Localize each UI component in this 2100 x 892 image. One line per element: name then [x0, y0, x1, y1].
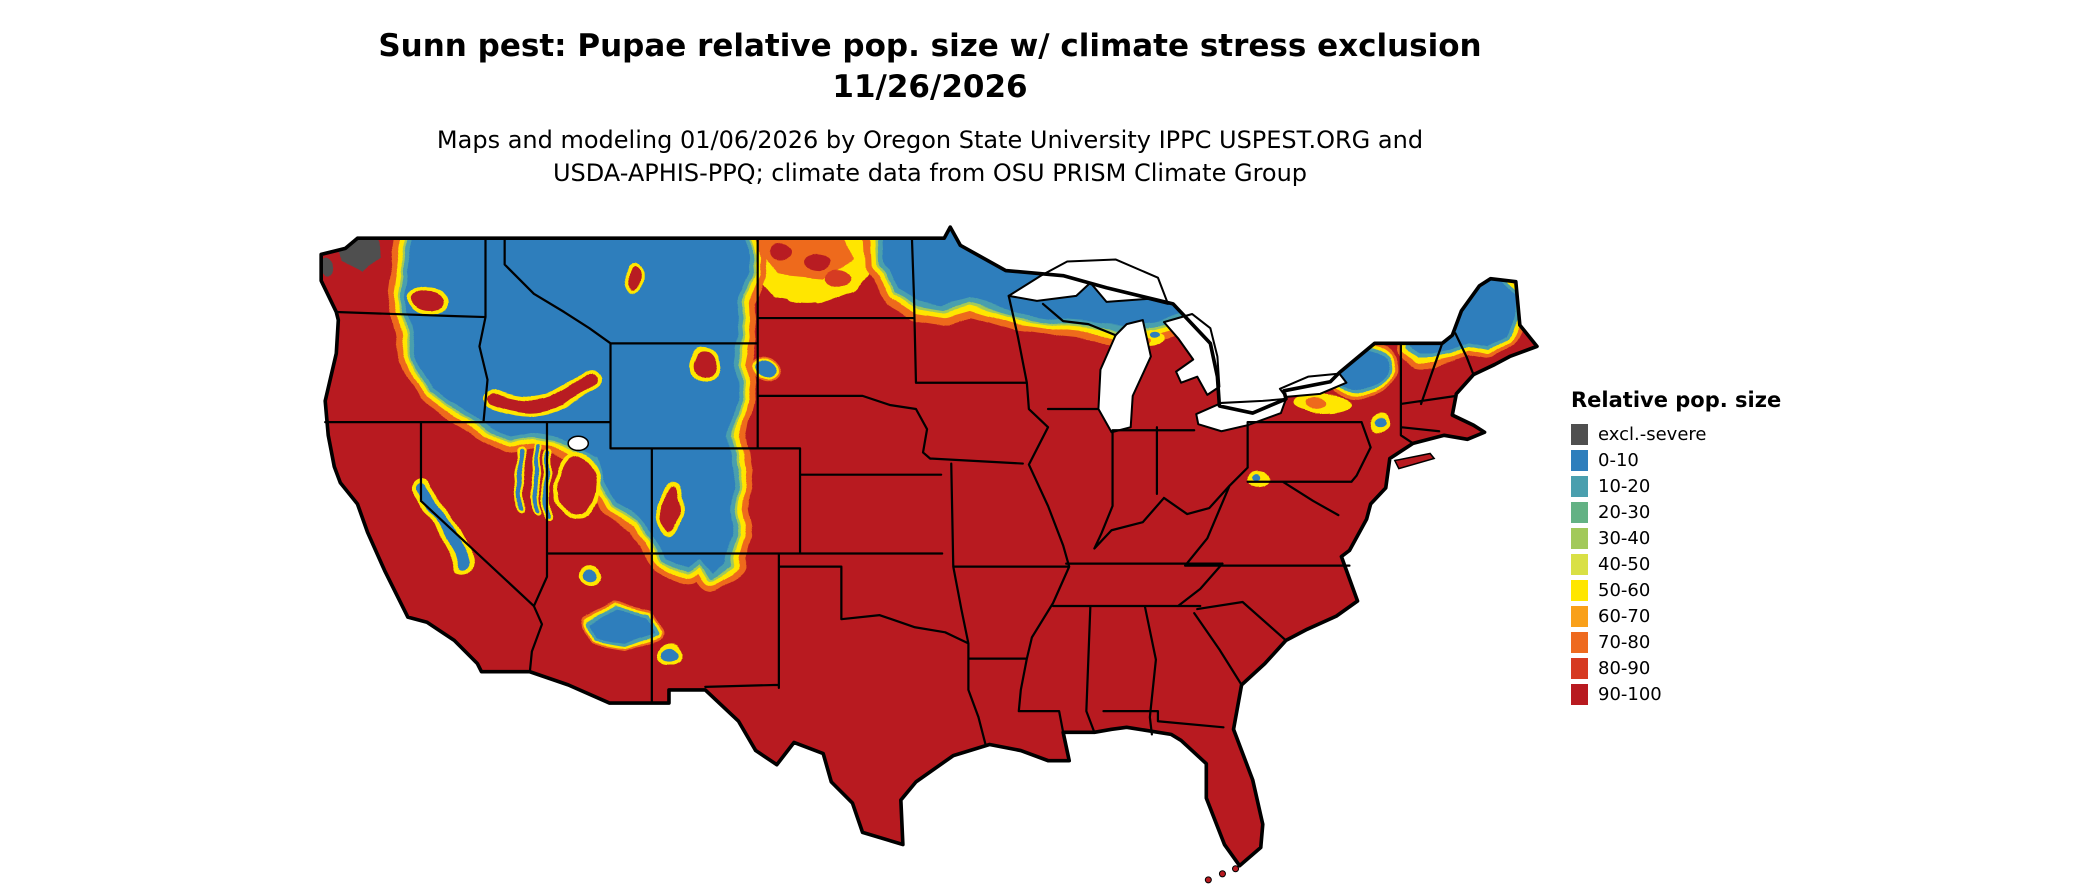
legend-row: 50-60: [1571, 577, 1781, 603]
legend-row: 20-30: [1571, 499, 1781, 525]
legend-label: 20-30: [1598, 501, 1651, 523]
subtitle: Maps and modeling 01/06/2026 by Oregon S…: [310, 124, 1550, 190]
legend-swatch-40-50: [1571, 553, 1588, 575]
legend-label: 30-40: [1598, 527, 1651, 549]
legend-swatch-90-100: [1571, 683, 1588, 705]
legend-row: 10-20: [1571, 473, 1781, 499]
great-salt-lake: [567, 435, 590, 452]
legend-swatch-30-40: [1571, 527, 1588, 549]
map-legend: Relative pop. size excl.-severe 0-10 10-…: [1571, 388, 1781, 707]
legend-label: 0-10: [1598, 449, 1639, 471]
long-island: [1393, 452, 1436, 470]
legend-swatch-10-20: [1571, 475, 1588, 497]
legend-swatch-60-70: [1571, 605, 1588, 627]
legend-swatch-50-60: [1571, 579, 1588, 601]
legend-row: excl.-severe: [1571, 421, 1781, 447]
legend-label: 60-70: [1598, 605, 1651, 627]
legend-label: excl.-severe: [1598, 423, 1707, 445]
legend-label: 10-20: [1598, 475, 1651, 497]
legend-swatch-0-10: [1571, 449, 1588, 471]
subtitle-line-2: USDA-APHIS-PPQ; climate data from OSU PR…: [552, 159, 1308, 187]
legend-title: Relative pop. size: [1571, 388, 1782, 412]
subtitle-line-1: Maps and modeling 01/06/2026 by Oregon S…: [436, 126, 1424, 154]
legend-row: 90-100: [1571, 681, 1781, 707]
region-sierra-nevada: [412, 479, 474, 575]
lake-huron: [1162, 313, 1221, 396]
legend-label: 50-60: [1598, 579, 1651, 601]
legend-row: 80-90: [1571, 655, 1781, 681]
legend-row: 40-50: [1571, 551, 1781, 577]
legend-label: 90-100: [1598, 683, 1662, 705]
header: Sunn pest: Pupae relative pop. size w/ c…: [310, 26, 1550, 190]
lake-michigan: [1097, 319, 1152, 434]
legend-row: 30-40: [1571, 525, 1781, 551]
florida-keys: [1204, 865, 1240, 884]
region-southwest-highlands: [582, 565, 685, 661]
legend-swatch-excl-severe: [1571, 423, 1588, 445]
map-title: Sunn pest: Pupae relative pop. size w/ c…: [378, 28, 1482, 64]
legend-swatch-20-30: [1571, 501, 1588, 523]
legend-swatch-70-80: [1571, 631, 1588, 653]
region-black-hills: [750, 354, 780, 383]
legend-row: 70-80: [1571, 629, 1781, 655]
legend-row: 60-70: [1571, 603, 1781, 629]
legend-row: 0-10: [1571, 447, 1781, 473]
legend-swatch-80-90: [1571, 657, 1588, 679]
map-date: 11/26/2026: [832, 69, 1028, 105]
us-outline: [319, 225, 1539, 868]
legend-label: 70-80: [1598, 631, 1651, 653]
legend-label: 40-50: [1598, 553, 1651, 575]
us-map: [319, 225, 1539, 884]
legend-label: 80-90: [1598, 657, 1651, 679]
region-west-cool: [385, 227, 767, 592]
state-borders: [324, 237, 1475, 746]
